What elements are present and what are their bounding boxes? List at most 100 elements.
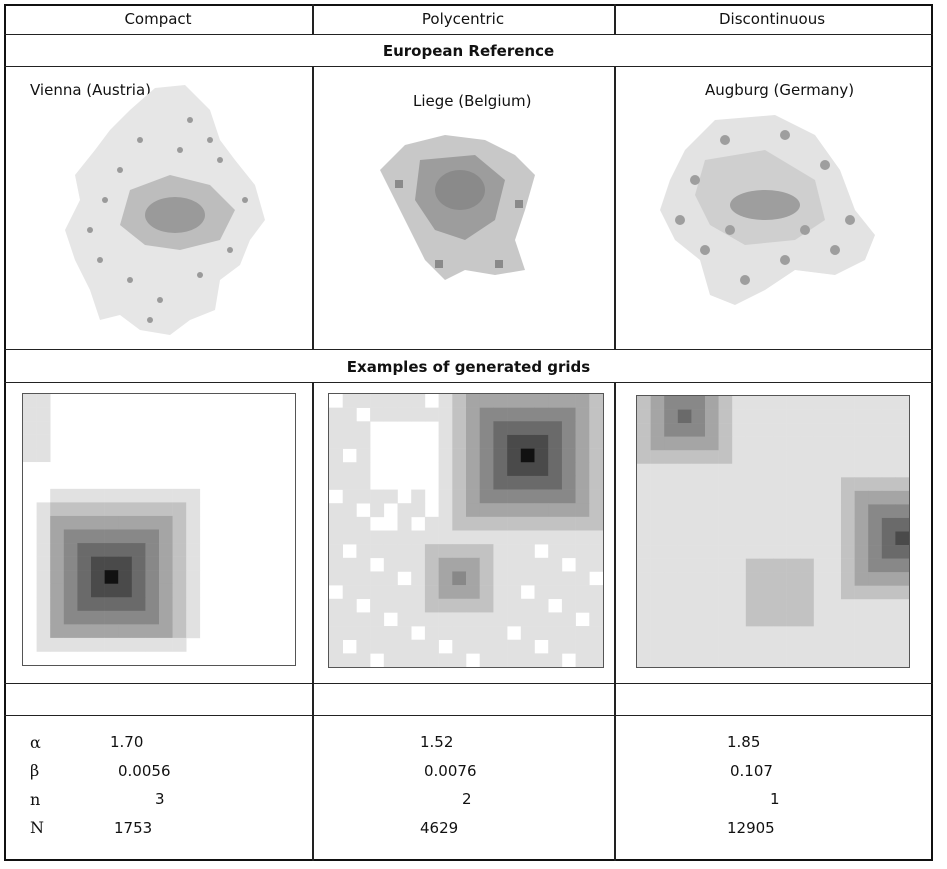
grid-cell xyxy=(356,421,371,436)
grid-cell xyxy=(827,463,842,478)
grid-cell xyxy=(479,475,494,490)
grid-cell xyxy=(813,477,828,492)
grid-cell xyxy=(561,475,576,490)
grid-cell xyxy=(691,639,706,654)
grid-cell xyxy=(664,626,679,641)
grid-cell xyxy=(895,545,909,559)
grid-cell xyxy=(534,462,549,477)
grid-cell xyxy=(356,626,371,640)
column-divider xyxy=(614,382,616,861)
grid-cell xyxy=(800,531,815,546)
grid-cell xyxy=(507,489,522,504)
grid-cell xyxy=(370,407,385,422)
grid-cell xyxy=(637,612,651,627)
grid-cell xyxy=(759,490,774,505)
grid-cell xyxy=(637,585,651,600)
grid-cell xyxy=(854,545,869,559)
grid-cell xyxy=(91,488,105,503)
grid-cell xyxy=(718,409,733,424)
grid-cell xyxy=(773,504,787,519)
grid-cell xyxy=(745,423,760,437)
grid-cell xyxy=(493,516,508,531)
grid-cell xyxy=(452,448,467,463)
grid-cell xyxy=(813,639,828,654)
grid-cell xyxy=(800,436,815,451)
grid-cell xyxy=(397,653,412,667)
grid-cell xyxy=(841,599,855,614)
grid-cell xyxy=(575,421,590,436)
grid-cell xyxy=(452,571,467,586)
grid-cell xyxy=(827,545,842,559)
grid-cell xyxy=(705,626,719,641)
grid-cell xyxy=(91,529,105,544)
grid-cell xyxy=(895,612,909,627)
grid-cell xyxy=(370,530,385,545)
grid-cell xyxy=(691,517,706,532)
grid-cell xyxy=(773,531,787,546)
grid-cell xyxy=(827,450,842,465)
grid-cell xyxy=(813,517,828,532)
grid-cell xyxy=(854,626,869,641)
grid-cell xyxy=(841,531,855,546)
grid-cell xyxy=(691,653,706,667)
grid-cell xyxy=(479,516,494,531)
grid-cell xyxy=(786,517,801,532)
grid-cell xyxy=(342,612,357,627)
grid-cell xyxy=(745,409,760,424)
grid-cell xyxy=(342,571,357,586)
grid-cell xyxy=(854,409,869,424)
column-divider xyxy=(614,4,616,35)
grid-cell xyxy=(664,599,679,614)
grid-cell xyxy=(773,612,787,627)
grid-cell xyxy=(118,543,133,557)
grid-cell xyxy=(145,529,160,544)
grid-cell xyxy=(534,571,549,586)
grid-cell xyxy=(131,637,146,652)
grid-cell xyxy=(732,396,747,410)
grid-cell xyxy=(452,475,467,490)
grid-cell xyxy=(677,558,692,573)
grid-cell xyxy=(172,556,187,571)
grid-cell xyxy=(507,639,522,654)
grid-cell xyxy=(813,450,828,465)
grid-cell xyxy=(479,448,494,463)
grid-cell xyxy=(827,612,842,627)
grid-cell xyxy=(548,448,563,463)
grid-cell xyxy=(895,517,909,532)
grid-cell xyxy=(868,463,883,478)
grid-cell xyxy=(589,585,603,600)
grid-cell xyxy=(91,583,105,598)
grid-cell xyxy=(452,626,467,640)
grid-cell xyxy=(827,626,842,641)
grid-cell xyxy=(732,450,747,465)
grid-cell xyxy=(650,423,665,437)
grid-cell xyxy=(397,639,412,654)
grid-cell xyxy=(411,544,426,559)
grid-cell xyxy=(370,626,385,640)
grid-cell xyxy=(691,396,706,410)
grid-cell xyxy=(507,612,522,627)
grid-cell xyxy=(23,394,37,408)
grid-cell xyxy=(786,572,801,586)
grid-cell xyxy=(131,570,146,584)
grid-polycentric-canvas xyxy=(329,394,603,667)
grid-cell xyxy=(650,558,665,573)
grid-cell xyxy=(800,545,815,559)
grid-cell xyxy=(23,421,37,435)
grid-cell xyxy=(575,489,590,504)
grid-cell xyxy=(36,421,51,435)
grid-cell xyxy=(131,597,146,612)
grid-cell xyxy=(827,653,842,667)
grid-cell xyxy=(77,543,92,557)
grid-cell xyxy=(329,503,343,518)
grid-cell xyxy=(479,612,494,627)
grid-cell xyxy=(520,516,535,531)
grid-cell xyxy=(561,626,576,640)
grid-cell xyxy=(575,598,590,613)
grid-cell xyxy=(637,572,651,586)
grid-cell xyxy=(745,504,760,519)
grid-cell xyxy=(329,626,343,640)
grid-cell xyxy=(705,396,719,410)
grid-cell xyxy=(718,545,733,559)
grid-cell xyxy=(759,572,774,586)
